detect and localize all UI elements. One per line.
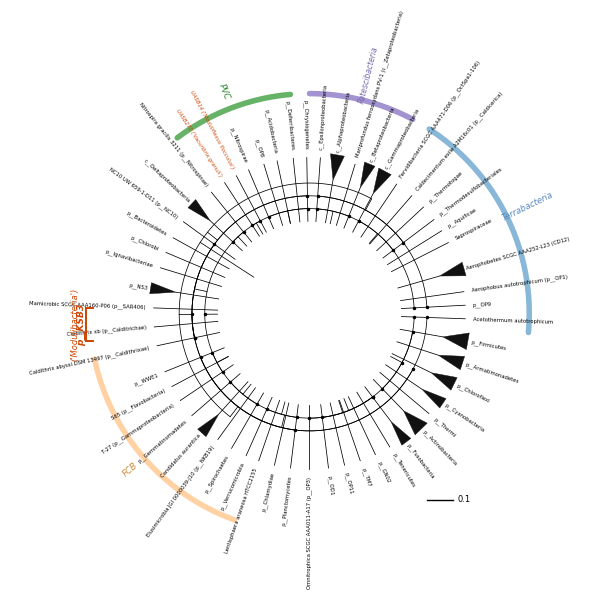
Text: p__GN02: p__GN02 (376, 460, 391, 484)
Text: p__Bacteroidetes: p__Bacteroidetes (125, 210, 168, 237)
Text: p__Chloroflexi: p__Chloroflexi (455, 383, 491, 404)
Text: p__Nitrospirae: p__Nitrospirae (228, 127, 248, 164)
Text: Mamicrobic SCGC AAA160-P06 (p__SAR406): Mamicrobic SCGC AAA160-P06 (p__SAR406) (29, 301, 146, 310)
Text: p__NS3: p__NS3 (128, 282, 148, 291)
Text: p__Chlamydiae: p__Chlamydiae (261, 472, 275, 512)
Text: p__OP8: p__OP8 (253, 138, 265, 158)
Polygon shape (197, 414, 219, 437)
Text: p__Fusobacteria: p__Fusobacteria (406, 443, 436, 480)
Text: NC10 UW 659-1-D11 (p__NC10): NC10 UW 659-1-D11 (p__NC10) (108, 166, 179, 219)
Text: p__Ignavibacteriae: p__Ignavibacteriae (104, 248, 154, 269)
Text: ('Modulibacteria'): ('Modulibacteria') (70, 288, 79, 361)
Text: p__Tenericutes: p__Tenericutes (391, 452, 416, 489)
Text: Fervidibacteria SCGC AAA471-D06 (p__OctSpa1-106): Fervidibacteria SCGC AAA471-D06 (p__OctS… (398, 60, 482, 179)
Text: Aerophobetes SCGC AAA252-L23 (CD12): Aerophobetes SCGC AAA252-L23 (CD12) (466, 236, 571, 271)
Polygon shape (373, 168, 391, 194)
Text: UASB14 ('Moduliflexus flocculus'): UASB14 ('Moduliflexus flocculus') (189, 90, 235, 170)
Text: Acetothermum autotrophicum: Acetothermum autotrophicum (473, 316, 553, 324)
Text: p__Gemmatinomadetes: p__Gemmatinomadetes (137, 419, 188, 464)
Text: p__WWE1: p__WWE1 (133, 372, 159, 387)
Text: Lentisphaera araneosa HTCC2155: Lentisphaera araneosa HTCC2155 (224, 467, 259, 554)
Text: p__Spirochaetes: p__Spirochaetes (204, 453, 230, 493)
Text: Caldithrix abyssi DSM 13497 (p__Caldithrixae): Caldithrix abyssi DSM 13497 (p__Caldithr… (29, 344, 150, 376)
Polygon shape (443, 333, 469, 350)
Text: p__Thermi: p__Thermi (433, 416, 458, 438)
Text: c__Gammaproteobacteria: c__Gammaproteobacteria (384, 108, 421, 170)
Text: Mariprofundus ferrooxydans PV-1 (c__Zetaproteobacteria): Mariprofundus ferrooxydans PV-1 (c__Zeta… (355, 10, 405, 158)
Polygon shape (439, 355, 464, 370)
Text: FCB: FCB (121, 460, 139, 478)
Text: p__Deferribacteres: p__Deferribacteres (284, 101, 295, 151)
Text: Patescibacteria: Patescibacteria (358, 45, 380, 105)
Text: p__OD1: p__OD1 (326, 475, 335, 496)
Text: c__Deltaproteobacteria: c__Deltaproteobacteria (143, 158, 192, 204)
Polygon shape (331, 154, 344, 180)
Polygon shape (150, 283, 176, 294)
Text: c__Betaproteobacteria: c__Betaproteobacteria (368, 106, 395, 163)
Text: Caldithrix xb (p__Calditrichae): Caldithrix xb (p__Calditrichae) (67, 325, 147, 337)
Text: p__Thermotogae: p__Thermotogae (427, 170, 463, 204)
Polygon shape (360, 162, 375, 188)
Text: p__OP9: p__OP9 (473, 301, 492, 307)
Text: Terrabacteria: Terrabacteria (500, 191, 555, 223)
Text: p__Thermodesulfobacteriales: p__Thermodesulfobacteriales (439, 166, 504, 217)
Text: p__OP11: p__OP11 (344, 472, 354, 495)
Polygon shape (404, 411, 427, 435)
Polygon shape (422, 389, 446, 408)
Text: p__TM7: p__TM7 (360, 467, 372, 487)
Text: T-27 (p__Gammaproteobacteria): T-27 (p__Gammaproteobacteria) (101, 402, 176, 455)
Text: p__Actinobacteria: p__Actinobacteria (421, 429, 458, 467)
Text: Omnitrophica SCGC AAA011-A17 (p__OP3): Omnitrophica SCGC AAA011-A17 (p__OP3) (307, 477, 313, 589)
Text: c__Alphaproteobacteria: c__Alphaproteobacteria (335, 90, 352, 153)
Text: p__KSB3: p__KSB3 (77, 304, 86, 346)
Polygon shape (391, 422, 411, 446)
Text: Elusimicrobia JGI 0000039-J10 (p__NKB19): Elusimicrobia JGI 0000039-J10 (p__NKB19) (145, 444, 215, 538)
Text: p__Verrucomicrobia: p__Verrucomicrobia (219, 462, 245, 511)
Text: p__Acidobacteria: p__Acidobacteria (263, 109, 278, 154)
Text: c__Epsilonproteobacteria: c__Epsilonproteobacteria (318, 84, 328, 151)
Text: p__Planctomycetes: p__Planctomycetes (281, 475, 292, 526)
Text: 0.1: 0.1 (458, 495, 471, 504)
Text: Nitrospira gracilis 3211 (p__Nitrospinae): Nitrospira gracilis 3211 (p__Nitrospinae… (137, 102, 209, 188)
Text: UASB270 ('Vacuribrix granuli'): UASB270 ('Vacuribrix granuli') (175, 108, 223, 178)
Text: Aerophobus autotrophicum (p__OP1): Aerophobus autotrophicum (p__OP1) (471, 274, 568, 294)
Polygon shape (431, 373, 457, 390)
Text: PVC: PVC (217, 82, 232, 101)
Text: p__Armatimonadetes: p__Armatimonadetes (464, 361, 520, 384)
Text: Saprospiraceae: Saprospiraceae (454, 218, 493, 242)
Text: Caldecimentum exile A2M16c01 (p__Caldicerica): Caldecimentum exile A2M16c01 (p__Caldice… (415, 90, 504, 192)
Text: p__Aquificae: p__Aquificae (446, 207, 478, 229)
Text: p__Cyanobacteria: p__Cyanobacteria (443, 402, 485, 434)
Text: Candidatus aurantica: Candidatus aurantica (160, 433, 202, 479)
Text: p__Chrysiogenetes: p__Chrysiogenetes (303, 100, 310, 150)
Text: p__Firmicutes: p__Firmicutes (470, 339, 506, 351)
Polygon shape (188, 200, 211, 221)
Text: p__Chlorobi: p__Chlorobi (130, 235, 160, 252)
Polygon shape (440, 263, 466, 276)
Text: S65 (p__Flavobacteria): S65 (p__Flavobacteria) (110, 388, 166, 421)
